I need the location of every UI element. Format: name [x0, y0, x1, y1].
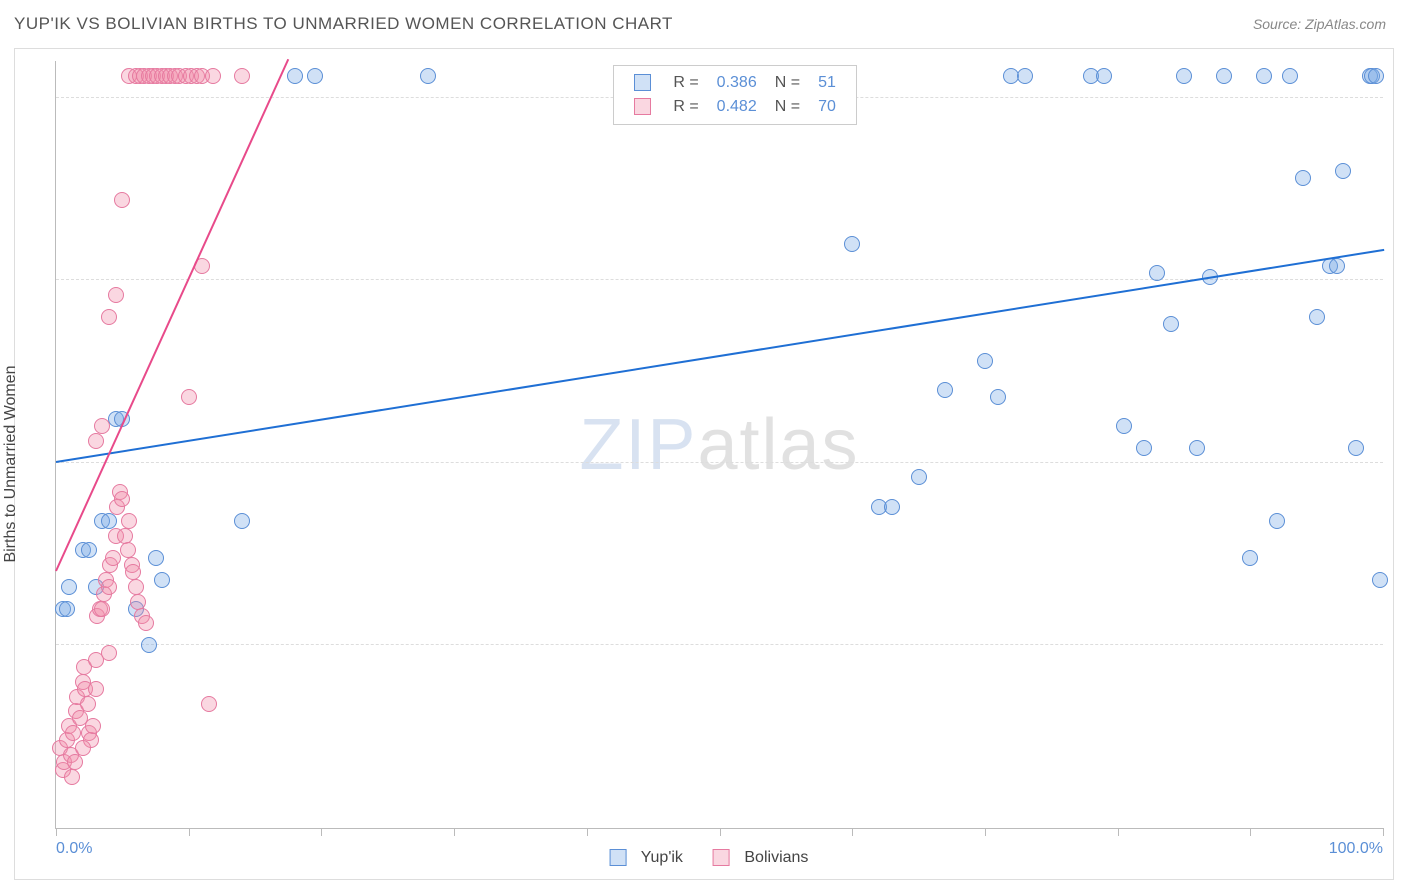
x-tick — [1383, 828, 1384, 836]
data-point — [81, 542, 97, 558]
data-point — [1282, 68, 1298, 84]
trend-line — [56, 249, 1384, 463]
data-point — [67, 754, 83, 770]
data-point — [1176, 68, 1192, 84]
x-tick — [852, 828, 853, 836]
gridline — [56, 644, 1383, 645]
data-point — [234, 513, 250, 529]
data-point — [1189, 440, 1205, 456]
x-tick — [985, 828, 986, 836]
chart-container: Births to Unmarried Women ZIPatlas 25.0%… — [14, 48, 1394, 880]
x-tick — [587, 828, 588, 836]
chart-title: YUP'IK VS BOLIVIAN BIRTHS TO UNMARRIED W… — [14, 14, 673, 34]
x-tick-label: 100.0% — [1329, 840, 1383, 858]
data-point — [141, 637, 157, 653]
y-tick-label: 25.0% — [1389, 618, 1406, 636]
data-point — [884, 499, 900, 515]
x-tick — [1250, 828, 1251, 836]
data-point — [114, 491, 130, 507]
data-point — [108, 287, 124, 303]
data-point — [1368, 68, 1384, 84]
data-point — [105, 550, 121, 566]
data-point — [1269, 513, 1285, 529]
data-point — [977, 353, 993, 369]
data-point — [1242, 550, 1258, 566]
data-point — [101, 645, 117, 661]
legend-bottom: Yup'ik Bolivians — [590, 849, 819, 867]
data-point — [287, 68, 303, 84]
data-point — [181, 389, 197, 405]
data-point — [128, 579, 144, 595]
data-point — [125, 564, 141, 580]
data-point — [94, 601, 110, 617]
legend-item: Bolivians — [703, 849, 808, 866]
data-point — [148, 550, 164, 566]
data-point — [114, 192, 130, 208]
data-point — [1372, 572, 1388, 588]
data-point — [937, 382, 953, 398]
data-point — [75, 740, 91, 756]
data-point — [88, 681, 104, 697]
data-point — [1256, 68, 1272, 84]
data-point — [911, 469, 927, 485]
data-point — [94, 418, 110, 434]
data-point — [59, 601, 75, 617]
data-point — [1163, 316, 1179, 332]
data-point — [1309, 309, 1325, 325]
data-point — [121, 513, 137, 529]
x-tick — [1118, 828, 1119, 836]
data-point — [1295, 170, 1311, 186]
watermark-text: ZIP — [579, 405, 697, 485]
y-tick-label: 75.0% — [1389, 253, 1406, 271]
x-tick-label: 0.0% — [56, 840, 92, 858]
data-point — [205, 68, 221, 84]
data-point — [88, 433, 104, 449]
data-point — [61, 579, 77, 595]
data-point — [201, 696, 217, 712]
data-point — [138, 615, 154, 631]
gridline — [56, 462, 1383, 463]
data-point — [990, 389, 1006, 405]
data-point — [80, 696, 96, 712]
data-point — [1116, 418, 1132, 434]
data-point — [1348, 440, 1364, 456]
data-point — [234, 68, 250, 84]
data-point — [1017, 68, 1033, 84]
y-tick-label: 100.0% — [1389, 71, 1406, 89]
data-point — [1096, 68, 1112, 84]
x-tick — [454, 828, 455, 836]
y-axis-label: Births to Unmarried Women — [2, 365, 20, 562]
data-point — [1329, 258, 1345, 274]
data-point — [1136, 440, 1152, 456]
data-point — [64, 769, 80, 785]
data-point — [101, 513, 117, 529]
data-point — [101, 309, 117, 325]
legend-item: Yup'ik — [600, 849, 683, 866]
data-point — [85, 718, 101, 734]
data-point — [844, 236, 860, 252]
data-point — [65, 725, 81, 741]
y-tick-label: 50.0% — [1389, 436, 1406, 454]
data-point — [130, 594, 146, 610]
data-point — [120, 542, 136, 558]
header: YUP'IK VS BOLIVIAN BIRTHS TO UNMARRIED W… — [0, 0, 1406, 48]
trend-line — [55, 59, 289, 572]
legend-stats: R =0.386N =51R =0.482N =70 — [613, 65, 857, 125]
data-point — [1216, 68, 1232, 84]
data-point — [154, 572, 170, 588]
watermark: ZIPatlas — [579, 404, 859, 486]
data-point — [307, 68, 323, 84]
watermark-text: atlas — [697, 405, 859, 485]
data-point — [1335, 163, 1351, 179]
x-tick — [189, 828, 190, 836]
x-tick — [321, 828, 322, 836]
data-point — [420, 68, 436, 84]
data-point — [101, 579, 117, 595]
x-tick — [56, 828, 57, 836]
data-point — [117, 528, 133, 544]
data-point — [1149, 265, 1165, 281]
x-tick — [720, 828, 721, 836]
plot-area: ZIPatlas 25.0%50.0%75.0%100.0%0.0%100.0%… — [55, 61, 1383, 829]
source-label: Source: ZipAtlas.com — [1253, 16, 1386, 32]
